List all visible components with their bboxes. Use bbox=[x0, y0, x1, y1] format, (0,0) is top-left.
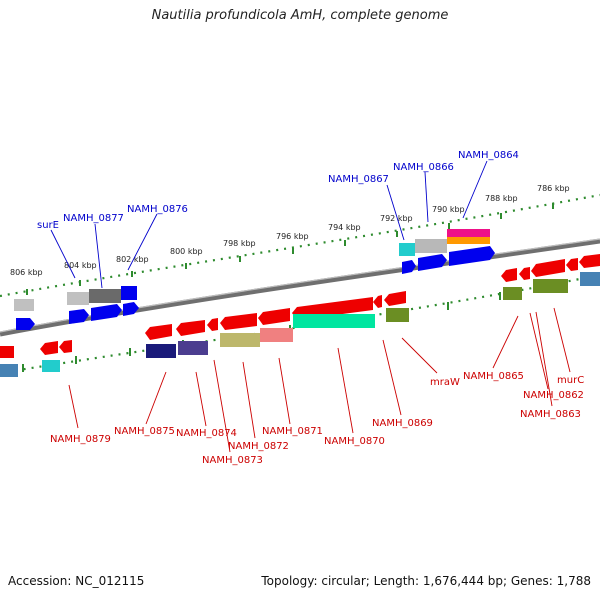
scale-label: 792 kbp bbox=[380, 214, 413, 223]
gene-label: NAMH_0873 bbox=[202, 455, 263, 466]
forward-gene-arrows bbox=[16, 246, 495, 330]
scale-label: 794 kbp bbox=[328, 223, 361, 232]
gene-label: NAMH_0862 bbox=[523, 390, 584, 401]
gene-label: NAMH_0879 bbox=[50, 434, 111, 445]
scale-label: 800 kbp bbox=[170, 247, 203, 256]
gene-label: murC bbox=[557, 375, 584, 386]
gene-label: NAMH_0867 bbox=[328, 174, 389, 185]
gene-label: NAMH_0864 bbox=[458, 150, 519, 161]
forward-leader-lines bbox=[50, 160, 488, 289]
genome-summary: Topology: circular; Length: 1,676,444 bp… bbox=[261, 574, 591, 588]
gene-label: mraW bbox=[430, 377, 460, 388]
reverse-gene-arrows bbox=[0, 254, 600, 358]
upper-scale-track bbox=[0, 193, 600, 298]
gene-label: NAMH_0877 bbox=[63, 213, 124, 224]
gene-label: NAMH_0869 bbox=[372, 418, 433, 429]
reverse-feature-blocks bbox=[0, 272, 600, 377]
scale-label: 788 kbp bbox=[485, 194, 518, 203]
gene-label: NAMH_0863 bbox=[520, 409, 581, 420]
gene-label: NAMH_0870 bbox=[324, 436, 385, 447]
scale-label: 786 kbp bbox=[537, 184, 570, 193]
accession-label: Accession: NC_012115 bbox=[8, 574, 145, 588]
map-title: Nautilia profundicola AmH, complete geno… bbox=[151, 8, 449, 23]
scale-label: 804 kbp bbox=[64, 261, 97, 270]
reverse-leader-lines bbox=[68, 307, 571, 453]
scale-label: 790 kbp bbox=[432, 205, 465, 214]
scale-label: 802 kbp bbox=[116, 255, 149, 264]
scale-label: 796 kbp bbox=[276, 232, 309, 241]
gene-label: NAMH_0871 bbox=[262, 426, 323, 437]
gene-label: surE bbox=[37, 220, 59, 231]
gene-label: NAMH_0875 bbox=[114, 426, 175, 437]
scale-label: 806 kbp bbox=[10, 268, 43, 277]
upper-major-ticks bbox=[26, 203, 554, 295]
forward-feature-blocks bbox=[14, 229, 490, 311]
gene-label: NAMH_0865 bbox=[463, 371, 524, 382]
gene-label: NAMH_0872 bbox=[228, 441, 289, 452]
gene-label: NAMH_0874 bbox=[176, 428, 237, 439]
gene-label: NAMH_0876 bbox=[127, 204, 188, 215]
gene-label: NAMH_0866 bbox=[393, 162, 454, 173]
scale-label: 798 kbp bbox=[223, 239, 256, 248]
